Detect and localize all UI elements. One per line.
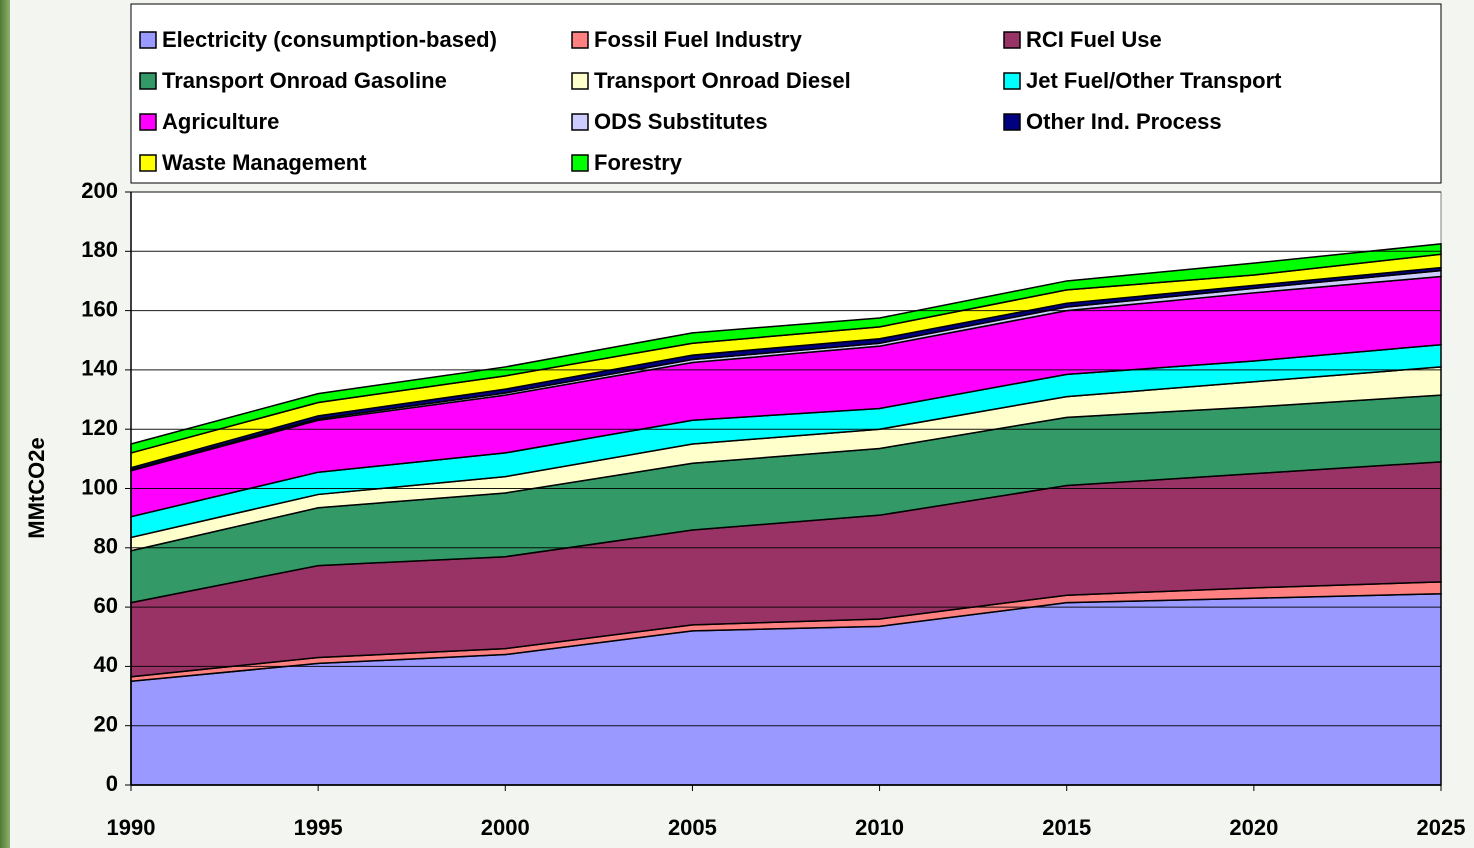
legend-label: Fossil Fuel Industry (594, 27, 803, 52)
area (130, 243, 1442, 454)
legend-label: Jet Fuel/Other Transport (1026, 68, 1282, 93)
x-tick-label: 1995 (294, 815, 343, 840)
y-tick-label: 80 (94, 534, 118, 559)
legend-label: Agriculture (162, 109, 279, 134)
legend-swatch (1003, 31, 1021, 49)
legend-swatch (139, 31, 157, 49)
legend-label: Waste Management (162, 150, 367, 175)
legend-label: RCI Fuel Use (1026, 27, 1162, 52)
x-tick-label: 2020 (1229, 815, 1278, 840)
legend-swatch (139, 154, 157, 172)
legend-label: ODS Substitutes (594, 109, 768, 134)
y-tick-label: 200 (81, 178, 118, 203)
edge-stripe (0, 0, 10, 848)
legend-label: Other Ind. Process (1026, 109, 1222, 134)
x-tick-label: 2005 (668, 815, 717, 840)
legend-swatch (1003, 72, 1021, 90)
y-tick-label: 160 (81, 296, 118, 321)
legend-swatch (571, 31, 589, 49)
y-tick-label: 100 (81, 474, 118, 499)
legend-swatch (1003, 113, 1021, 131)
y-tick-label: 180 (81, 237, 118, 262)
y-tick-label: 20 (94, 712, 118, 737)
x-tick-label: 2025 (1417, 815, 1466, 840)
legend-label: Transport Onroad Gasoline (162, 68, 447, 93)
legend-swatch (139, 113, 157, 131)
y-tick-label: 140 (81, 356, 118, 381)
y-tick-label: 0 (106, 771, 118, 796)
legend-swatch (571, 154, 589, 172)
x-tick-label: 2010 (855, 815, 904, 840)
x-tick-label: 2000 (481, 815, 530, 840)
legend-swatch (571, 113, 589, 131)
y-axis-label: MMtCO2e (24, 437, 49, 538)
x-tick-label: 1990 (107, 815, 156, 840)
legend-swatch (139, 72, 157, 90)
x-tick-label: 2015 (1042, 815, 1091, 840)
legend-label: Transport Onroad Diesel (594, 68, 851, 93)
legend-box (130, 3, 1442, 184)
legend-label: Forestry (594, 150, 683, 175)
y-tick-label: 120 (81, 415, 118, 440)
y-tick-label: 40 (94, 652, 118, 677)
legend-label: Electricity (consumption-based) (162, 27, 497, 52)
legend-swatch (571, 72, 589, 90)
y-tick-label: 60 (94, 593, 118, 618)
